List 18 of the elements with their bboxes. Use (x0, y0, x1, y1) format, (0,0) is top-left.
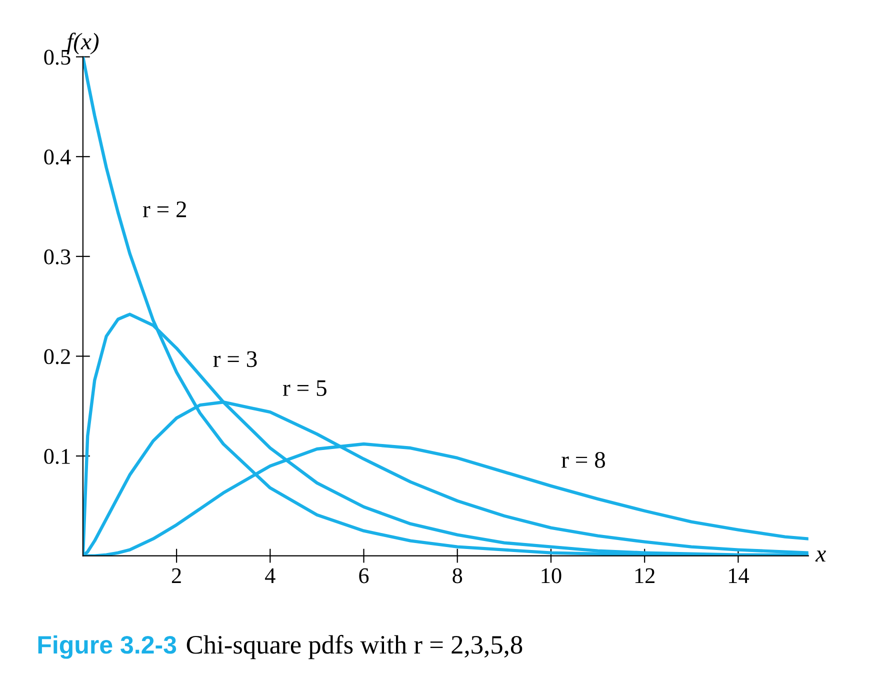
y-tick-label: 0.1 (44, 448, 70, 464)
series-label: r = 5 (283, 380, 326, 396)
x-axis-title: x (815, 550, 826, 562)
x-tick-label: 4 (265, 568, 276, 584)
series-label: r = 3 (213, 351, 257, 368)
x-tick-label: 14 (729, 568, 749, 584)
text: Chi-square pdfs with r = 2,3,5,8 (186, 634, 522, 660)
series-label: r = 8 (562, 452, 605, 468)
y-tick-label: 0.2 (44, 349, 70, 364)
x-tick-label: 6 (359, 568, 369, 584)
y-tick-label: 0.3 (44, 249, 70, 264)
x-tick-label: 2 (172, 568, 181, 584)
x-tick-label: 8 (452, 568, 462, 584)
x-tick-label: 12 (635, 568, 654, 584)
series-label: r = 2 (142, 202, 186, 218)
text: Figure 3.2-3 (38, 635, 176, 659)
y-tick-label: 0.4 (44, 150, 71, 165)
x-tick-label: 10 (542, 568, 562, 584)
